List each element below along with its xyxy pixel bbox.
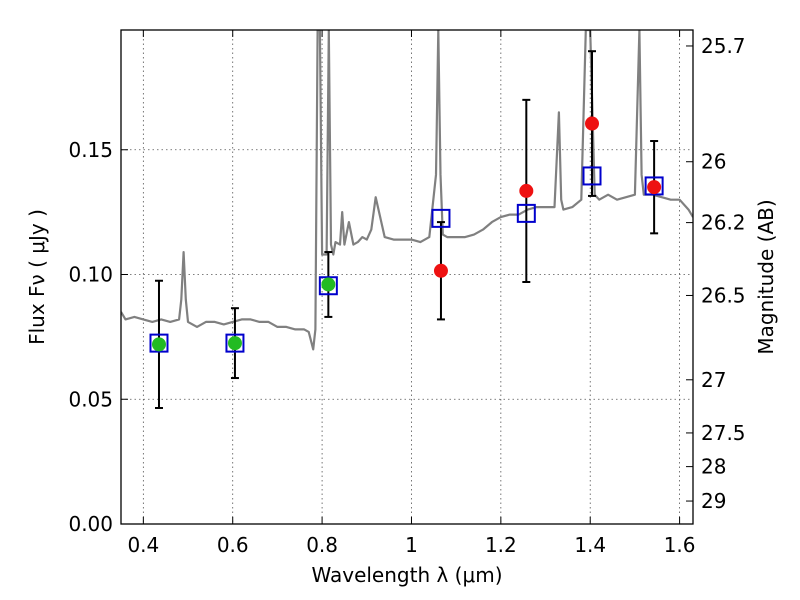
- plot-area: [121, 30, 693, 409]
- x-tick-label: 0.8: [306, 533, 338, 557]
- mag-tick-label: 27.5: [701, 421, 746, 445]
- model-photometry-square: [516, 203, 536, 223]
- tick-labels: 0.4 0.6 0.8 1 1.2 1.4 1.6 0.00 0.05 0.10 0.15 25.7 2…: [68, 34, 745, 557]
- x-tick-label: 1: [405, 533, 418, 557]
- model-photometry-square: [431, 208, 451, 228]
- red-data-point: [433, 263, 448, 278]
- red-data-point: [647, 180, 662, 195]
- model-photometry-square: [318, 276, 338, 296]
- red-data-point: [585, 116, 600, 131]
- x-tick-label: 1.2: [485, 533, 517, 557]
- y-tick-label: 0.10: [68, 263, 113, 287]
- red-data-point: [519, 183, 534, 198]
- mag-tick-label: 26: [701, 150, 726, 174]
- x-tick-label: 1.6: [664, 533, 696, 557]
- model-photometry-square: [582, 166, 602, 186]
- green-data-point: [227, 336, 242, 351]
- axis-ticks: [121, 30, 693, 525]
- mag-tick-label: 26.5: [701, 283, 746, 307]
- model-photometry-square: [149, 333, 169, 353]
- green-data-point: [151, 337, 166, 352]
- y-right-axis-title: Magnitude (AB): [754, 199, 778, 354]
- y-tick-label: 0.00: [68, 512, 113, 536]
- mag-tick-label: 26.2: [701, 211, 746, 235]
- mag-tick-label: 25.7: [701, 34, 746, 58]
- y-axis-title: Flux Fν ( μJy ): [25, 209, 49, 345]
- model-spectrum-line: [121, 30, 693, 351]
- model-photometry-square: [225, 333, 245, 353]
- grid-lines: [121, 30, 693, 524]
- x-tick-label: 0.4: [127, 533, 159, 557]
- x-tick-label: 1.4: [574, 533, 606, 557]
- mag-tick-label: 28: [701, 455, 726, 479]
- x-tick-label: 0.6: [217, 533, 249, 557]
- y-tick-label: 0.05: [68, 387, 113, 411]
- plot-frame: [120, 29, 694, 525]
- green-data-point: [321, 277, 336, 292]
- mag-tick-label: 29: [701, 489, 726, 513]
- mag-tick-label: 27: [701, 368, 726, 392]
- y-tick-label: 0.15: [68, 138, 113, 162]
- model-photometry-square: [644, 176, 664, 196]
- x-axis-title: Wavelength λ (μm): [311, 563, 502, 587]
